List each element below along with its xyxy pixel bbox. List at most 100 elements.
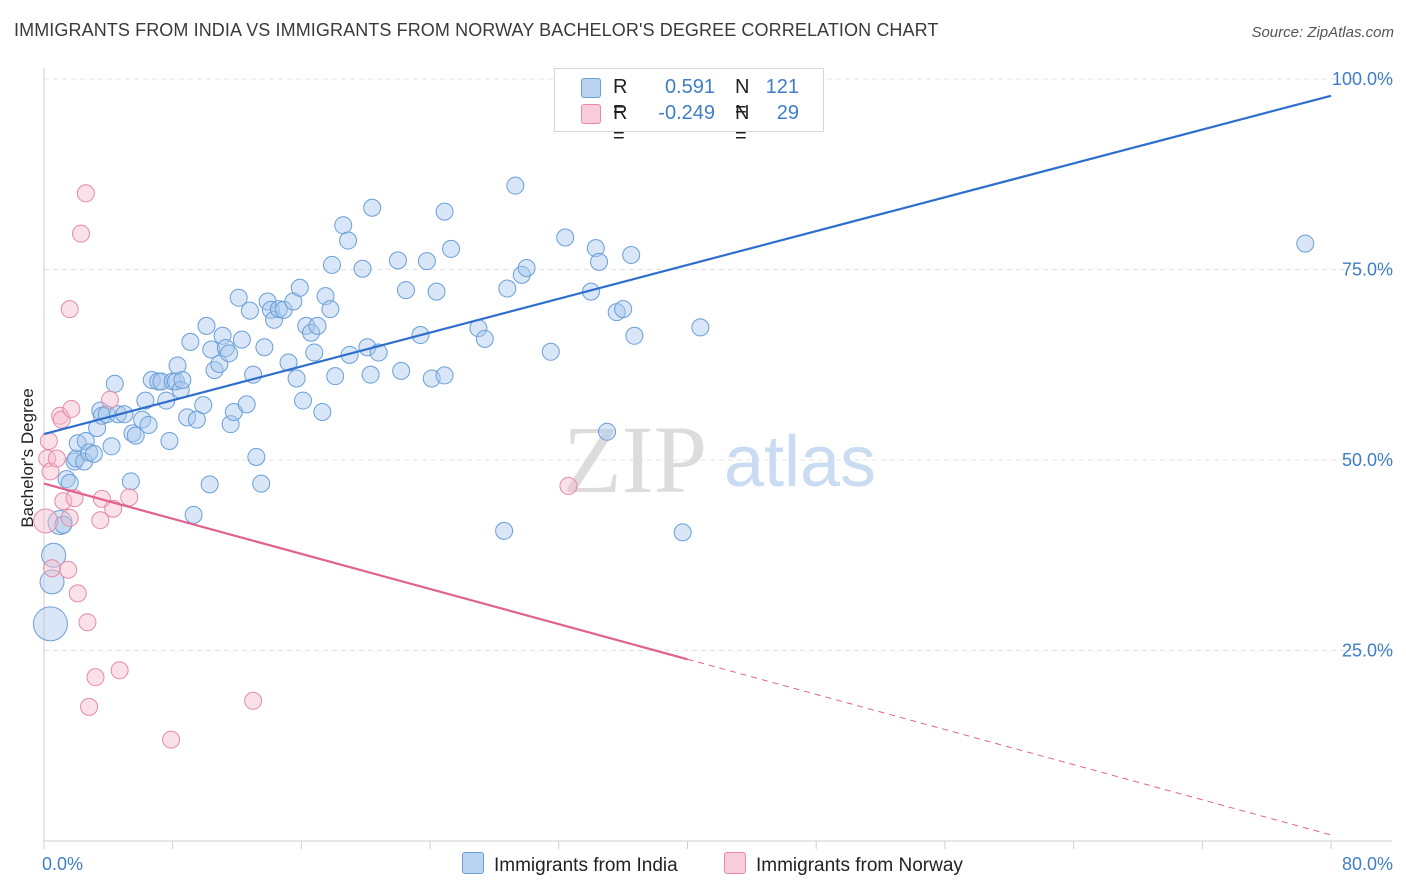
norway-point <box>91 511 110 530</box>
norway-r-value: -0.249 <box>658 102 715 124</box>
india-point <box>247 447 266 466</box>
india-point <box>32 606 68 642</box>
india-point <box>232 330 251 349</box>
india-r-label: R = <box>613 76 628 121</box>
norway-trend-extension <box>687 658 1332 836</box>
india-point <box>598 422 617 441</box>
norway-point <box>162 730 181 749</box>
india-point <box>625 326 644 345</box>
norway-point <box>78 613 97 632</box>
india-point <box>326 367 345 386</box>
norway-n-value: 29 <box>776 102 799 124</box>
india-point <box>622 246 641 265</box>
norway-point <box>62 399 81 418</box>
india-point <box>673 523 692 542</box>
india-point <box>160 431 179 450</box>
india-point <box>313 402 332 421</box>
india-point <box>287 369 306 388</box>
india-point <box>194 396 213 415</box>
india-point <box>302 323 321 342</box>
y-tick-label: 75.0% <box>1342 260 1393 280</box>
india-point <box>126 426 145 445</box>
india-points <box>32 176 1315 642</box>
india-point <box>506 176 525 195</box>
legend-india-label: Immigrants from India <box>494 855 678 876</box>
india-point <box>220 344 239 363</box>
india-point <box>123 424 142 443</box>
india-point <box>255 338 274 357</box>
india-point <box>435 366 454 385</box>
chart-title: IMMIGRANTS FROM INDIA VS IMMIGRANTS FROM… <box>14 20 939 40</box>
trend-lines <box>43 94 1332 836</box>
y-tick-label: 100.0% <box>1332 69 1393 89</box>
y-tick-label: 25.0% <box>1342 641 1393 661</box>
india-point <box>265 310 284 329</box>
india-point <box>166 372 185 391</box>
india-point <box>229 288 248 307</box>
india-point <box>517 258 536 277</box>
india-point <box>76 431 95 450</box>
axes <box>43 68 1392 849</box>
norway-r-label: R = <box>613 102 628 147</box>
norway-point <box>80 697 99 716</box>
norway-point <box>68 584 87 603</box>
norway-points <box>33 184 578 749</box>
india-n-label: N = <box>735 76 750 121</box>
india-point <box>614 300 633 319</box>
india-point <box>541 342 560 361</box>
india-point <box>139 415 158 434</box>
india-swatch <box>581 78 601 98</box>
india-point <box>290 278 309 297</box>
norway-point <box>86 668 105 687</box>
norway-point <box>43 559 62 578</box>
india-point <box>65 452 84 471</box>
watermark-atlas: atlas <box>724 422 876 502</box>
india-point <box>388 251 407 270</box>
india-r-value: 0.591 <box>664 76 715 98</box>
india-point <box>321 300 340 319</box>
norway-point <box>244 691 263 710</box>
india-point <box>495 521 514 540</box>
india-point <box>498 279 517 298</box>
india-point <box>184 505 203 524</box>
india-point <box>363 198 382 217</box>
watermark-zip: ZIP <box>563 406 707 513</box>
norway-swatch <box>581 104 601 124</box>
india-point <box>279 353 298 372</box>
india-point <box>361 365 380 384</box>
india-point <box>237 395 256 414</box>
india-point <box>39 569 65 595</box>
norway-point <box>47 449 66 468</box>
norway-point <box>60 508 79 527</box>
india-point <box>475 329 494 348</box>
india-point <box>322 255 341 274</box>
india-n-value: 121 <box>765 76 799 98</box>
india-point <box>142 370 161 389</box>
india-point <box>168 356 187 375</box>
india-point <box>269 300 288 319</box>
india-point <box>590 252 609 271</box>
india-point <box>197 316 216 335</box>
india-point <box>339 231 358 250</box>
india-point <box>396 281 415 300</box>
legend-item-india: Immigrants from India <box>462 852 678 877</box>
india-point <box>435 202 454 221</box>
norway-point <box>100 390 119 409</box>
correlation-stats-box: R = 0.591 N = 121 R = -0.249 N = 29 <box>554 68 824 147</box>
norway-point <box>110 661 129 680</box>
india-point <box>586 239 605 258</box>
india-point <box>417 252 436 271</box>
legend-item-norway: Immigrants from Norway <box>724 852 963 877</box>
india-point <box>353 259 372 278</box>
norway-point <box>120 488 139 507</box>
india-point <box>305 343 324 362</box>
norway-point <box>33 508 59 534</box>
india-point <box>334 216 353 235</box>
norway-point <box>59 560 78 579</box>
india-point <box>136 391 155 410</box>
norway-trend-line <box>43 482 688 661</box>
india-point <box>205 361 224 380</box>
legend-india-swatch <box>462 852 484 874</box>
india-point <box>252 474 271 493</box>
